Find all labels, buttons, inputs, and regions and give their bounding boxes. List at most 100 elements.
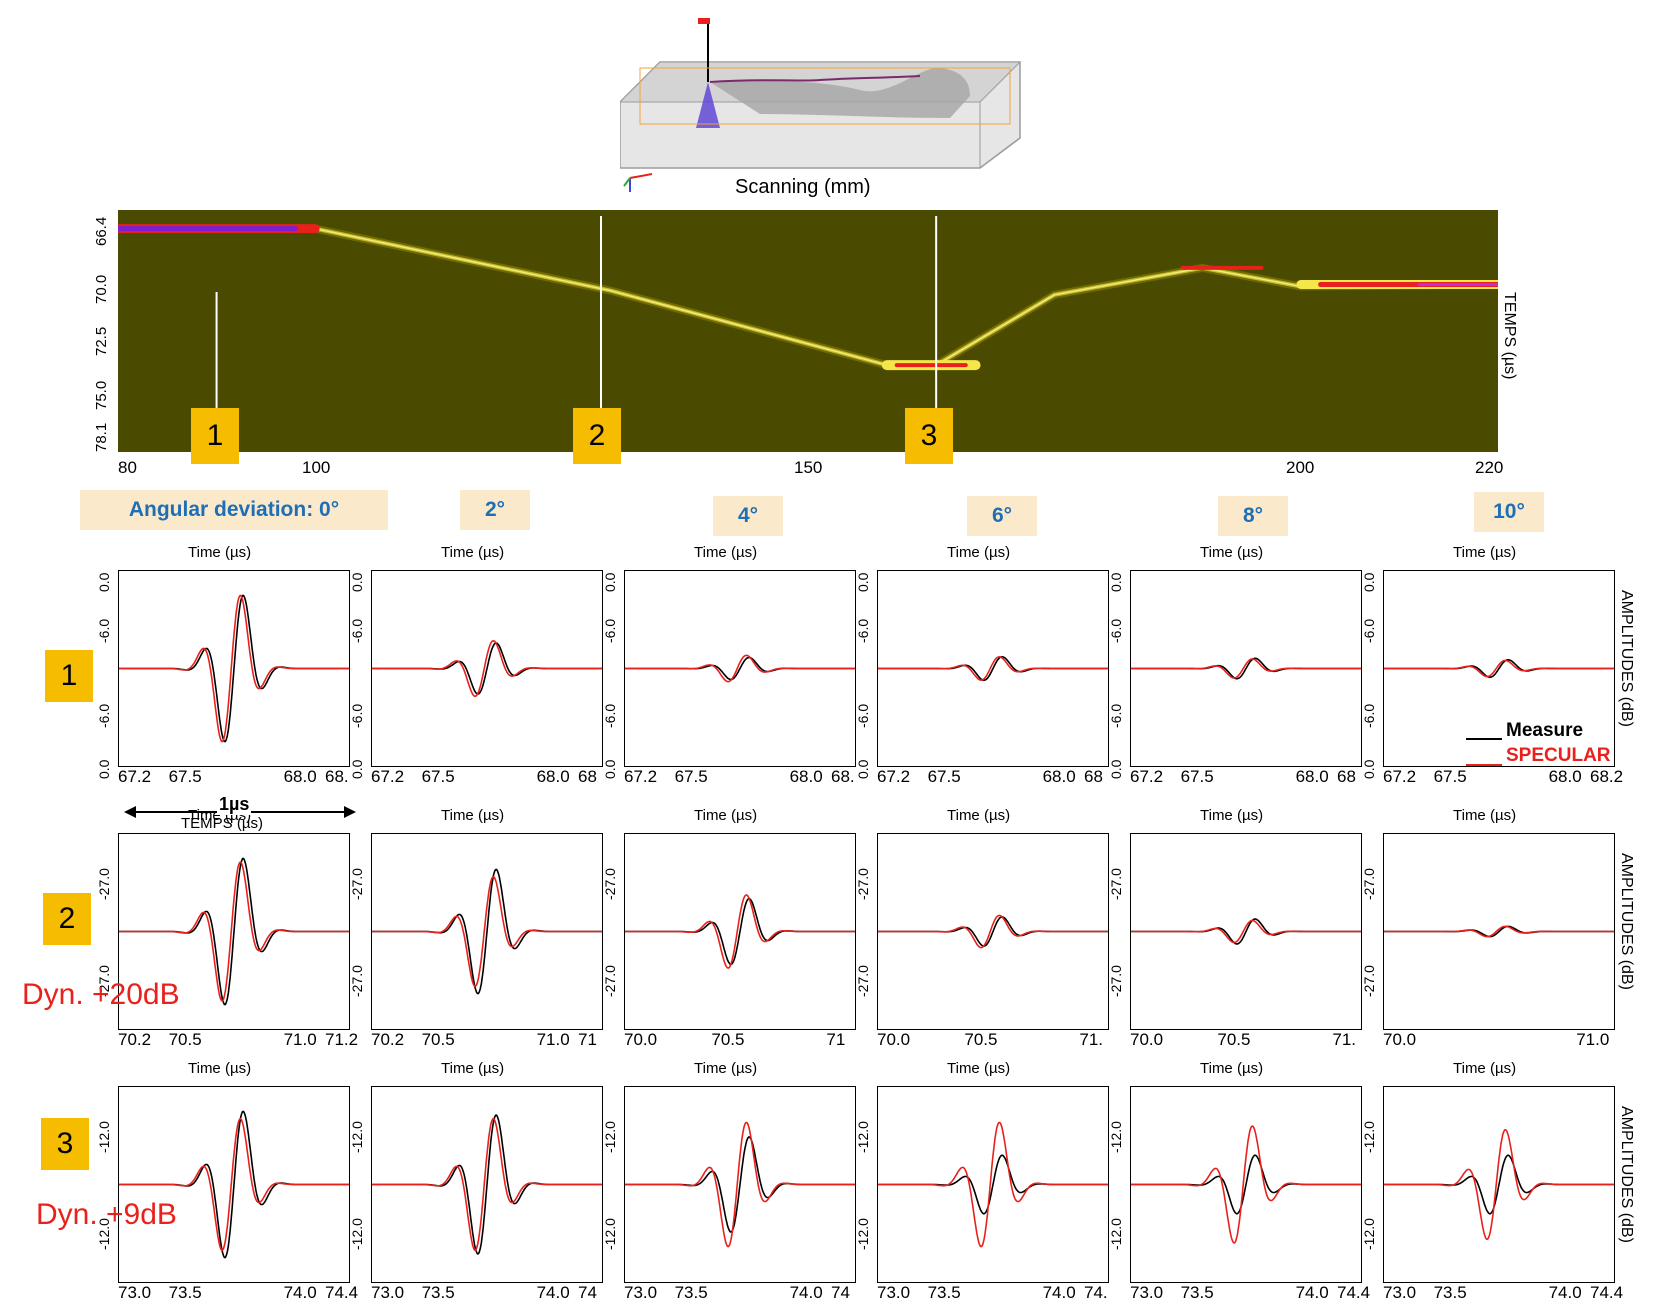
ascan-plot	[1131, 918, 1361, 945]
panel-y-tick: 0.0	[1361, 759, 1377, 780]
panel-x-tick: 73.0	[624, 1283, 658, 1302]
panel-x-tick: 73.5	[1433, 1283, 1467, 1302]
panel-x-tick: 68.0	[283, 767, 317, 786]
ascan-plot	[625, 1121, 855, 1248]
ascan-panel	[1130, 1086, 1362, 1283]
panel-y-tick: -6.0	[96, 704, 112, 729]
panel-title: Time (µs)	[1453, 807, 1517, 824]
ascan-panel	[1130, 833, 1362, 1030]
panel-title: Time (µs)	[1453, 544, 1517, 561]
panel-title: Time (µs)	[694, 1060, 758, 1077]
panel-x-tick: 67.2	[1130, 767, 1164, 786]
ascan-plot	[1384, 1128, 1614, 1241]
specular-series	[1384, 659, 1614, 678]
panel-x-tick: 68.0	[536, 767, 570, 786]
specular-series	[1131, 919, 1361, 944]
panel-y-tick: -12.0	[855, 1120, 871, 1153]
panel-x-tick: 71	[826, 1030, 846, 1049]
panel-y-tick: 0.0	[602, 759, 618, 780]
legend-specular-swatch	[1466, 764, 1502, 766]
bscan-y-tick: 66.4	[93, 216, 110, 246]
ascan-plot	[372, 639, 602, 697]
panel-x-tick: 73.0	[371, 1283, 405, 1302]
dyn-label-row3: Dyn. +9dB	[36, 1198, 177, 1231]
ascan-panel	[877, 570, 1109, 767]
legend-measure-swatch	[1466, 738, 1502, 740]
panel-x-tick: 74	[578, 1283, 597, 1302]
ascan-plot	[878, 914, 1108, 949]
panel-y-tick: -27.0	[96, 867, 112, 900]
bscan-heatmap	[118, 210, 1498, 452]
panel-x-tick: 74.	[1084, 1283, 1108, 1302]
bscan-x-tick: 100	[302, 458, 331, 477]
panel-y-tick: -27.0	[349, 965, 365, 998]
specular-series	[119, 1117, 349, 1252]
panel-x-tick: 71.0	[536, 1030, 570, 1049]
panel-x-tick: 70.5	[168, 1030, 202, 1049]
panel-title: Time (µs)	[441, 1060, 505, 1077]
angle-header-4: 4°	[713, 496, 783, 536]
panel-x-tick: 73.5	[1180, 1283, 1214, 1302]
bscan-x-tick: 200	[1286, 458, 1315, 477]
panel-y-tick: -27.0	[855, 867, 871, 900]
ascan-panel	[624, 570, 856, 767]
panel-x-tick: 74.0	[536, 1283, 570, 1302]
panel-x-tick: 67.5	[1433, 767, 1467, 786]
angle-header-8: 8°	[1218, 496, 1288, 536]
panel-y-tick: -6.0	[349, 618, 365, 643]
panel-y-tick: -12.0	[1361, 1218, 1377, 1251]
legend: Measure SPECULAR	[1466, 718, 1616, 768]
amplitude-axis-label: AMPLITUDES (dB)	[1618, 590, 1635, 727]
panel-x-tick: 70.5	[421, 1030, 455, 1049]
panel-y-tick: 0.0	[349, 572, 365, 592]
ascan-panel	[624, 833, 856, 1030]
panel-x-tick: 67.2	[371, 767, 405, 786]
panel-x-tick: 74.0	[1295, 1283, 1329, 1302]
panel-x-tick: 73.0	[877, 1283, 911, 1302]
panel-x-tick: 73.5	[168, 1283, 202, 1302]
panel-y-tick: -12.0	[1108, 1120, 1124, 1153]
ascan-plot	[878, 655, 1108, 682]
ascan-panel	[118, 1086, 350, 1283]
panel-title: Time (µs)	[1200, 807, 1264, 824]
panel-x-tick: 70.0	[1130, 1030, 1164, 1049]
panel-x-tick: 70.2	[371, 1030, 405, 1049]
panel-x-tick: 73.0	[118, 1283, 152, 1302]
panel-x-tick: 68.0	[789, 767, 823, 786]
panel-x-tick: 68.0	[1295, 767, 1329, 786]
ascan-plot	[1131, 1125, 1361, 1244]
ascan-panel	[1130, 570, 1362, 767]
panel-y-tick: -12.0	[1361, 1120, 1377, 1153]
specular-series	[372, 1117, 602, 1252]
panel-title: Time (µs)	[1200, 544, 1264, 561]
panel-y-tick: -6.0	[602, 618, 618, 643]
ascan-panel	[1383, 1086, 1615, 1283]
panel-x-tick: 68.0	[1548, 767, 1582, 786]
ascan-plot	[1131, 657, 1361, 680]
panel-x-tick: 67.5	[927, 767, 961, 786]
bscan-marker-2: 2	[573, 408, 621, 464]
ascan-plot	[119, 594, 349, 743]
panel-x-tick: 74.0	[1548, 1283, 1582, 1302]
ascan-plot	[1384, 925, 1614, 938]
panel-x-tick: 70.2	[118, 1030, 152, 1049]
panel-y-tick: -12.0	[602, 1218, 618, 1251]
panel-x-tick: 67.2	[1383, 767, 1417, 786]
panel-title: Time (µs)	[1453, 1060, 1517, 1077]
ascan-panel	[371, 833, 603, 1030]
panel-x-tick: 68.2	[1590, 767, 1624, 786]
specular-series	[625, 1121, 855, 1248]
panel-title: Time (µs)	[1200, 1060, 1264, 1077]
panel-x-tick: 70.0	[877, 1030, 911, 1049]
panel-x-tick: 71.0	[283, 1030, 317, 1049]
panel-title: Time (µs)	[947, 1060, 1011, 1077]
panel-title: Time (µs)	[694, 807, 758, 824]
panel-y-tick: -6.0	[855, 618, 871, 643]
panel-x-tick: 68.	[325, 767, 349, 786]
panel-x-tick: 67.5	[674, 767, 708, 786]
row-badge-2: 2	[43, 893, 91, 945]
panel-y-tick: -12.0	[96, 1120, 112, 1153]
ascan-panel	[624, 1086, 856, 1283]
panel-y-tick: -12.0	[1108, 1218, 1124, 1251]
specular-series	[1131, 658, 1361, 679]
